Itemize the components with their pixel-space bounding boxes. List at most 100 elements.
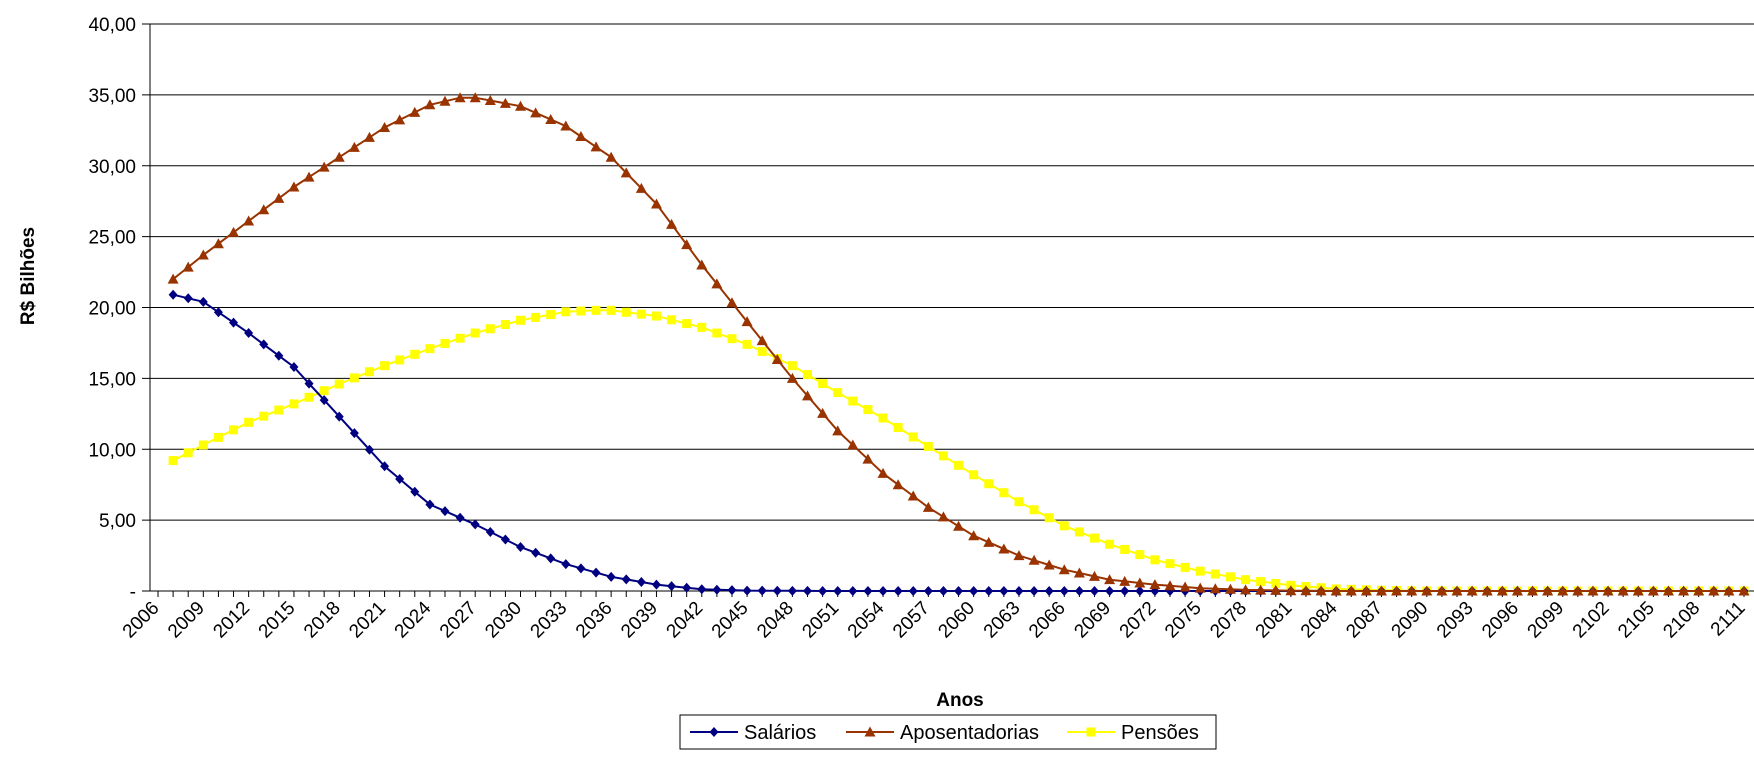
legend-label: Salários (744, 722, 816, 744)
data-point (576, 306, 586, 316)
data-point (620, 167, 632, 178)
data-point (1089, 586, 1099, 596)
data-point (410, 486, 420, 497)
y-axis-title: R$ Bilhões (18, 227, 39, 325)
data-point (650, 198, 662, 209)
data-point (999, 488, 1009, 498)
x-tick-label: 2078 (1206, 598, 1251, 643)
data-point (878, 586, 888, 596)
data-point (454, 92, 466, 103)
data-point (590, 141, 602, 152)
data-point (682, 582, 692, 593)
data-point (1013, 550, 1025, 561)
data-point (742, 339, 752, 349)
data-point (198, 296, 208, 307)
x-tick-label: 2048 (753, 598, 798, 643)
gridlines (150, 23, 1754, 521)
x-tick-label: 2075 (1161, 598, 1206, 643)
data-point (681, 239, 693, 250)
data-point (1738, 585, 1750, 596)
x-tick-label: 2039 (617, 598, 662, 643)
data-point (289, 399, 299, 409)
series-salários (168, 289, 1749, 596)
x-tick-label: 2063 (980, 598, 1025, 643)
y-tick-label: 25,00 (88, 228, 136, 249)
data-point (1150, 555, 1160, 565)
series-pensões (168, 305, 1749, 596)
data-point (833, 388, 843, 398)
x-tick-label: 2012 (209, 598, 254, 643)
data-point (394, 114, 406, 125)
series-line (172, 96, 1744, 592)
data-point (667, 315, 677, 325)
x-tick-label: 2081 (1252, 598, 1297, 643)
data-point (786, 372, 798, 383)
data-point (1029, 586, 1039, 596)
data-point (803, 370, 813, 380)
x-tick-label: 2087 (1342, 598, 1387, 643)
data-point (213, 432, 223, 442)
data-point (1225, 572, 1235, 582)
data-point (667, 581, 677, 592)
series-line (172, 309, 1744, 592)
x-tick-label: 2036 (572, 598, 617, 643)
x-axis: 2006 2009 2012 2015 2018 2021 2024 2027 2030 2033… (119, 590, 1754, 643)
data-point (651, 579, 661, 590)
data-point (516, 315, 526, 325)
data-point (379, 121, 391, 132)
data-point (832, 425, 844, 436)
x-tick-label: 2042 (663, 598, 708, 643)
data-point (636, 309, 646, 319)
data-point (1693, 585, 1705, 596)
data-point (954, 460, 964, 470)
data-point (1256, 577, 1266, 587)
data-point (893, 586, 903, 596)
data-point (666, 218, 678, 229)
data-point (771, 353, 783, 364)
y-tick-label: 40,00 (88, 15, 136, 36)
data-point (787, 585, 797, 596)
data-point (726, 297, 738, 308)
data-point (1270, 584, 1282, 595)
data-point (757, 585, 767, 596)
data-point (1120, 586, 1130, 596)
data-point (258, 204, 270, 215)
data-point (1028, 554, 1040, 565)
data-point (380, 361, 390, 371)
data-point (531, 312, 541, 322)
data-point (1029, 505, 1039, 515)
data-point (1451, 585, 1463, 596)
x-tick-label: 2033 (527, 598, 572, 643)
data-point (364, 367, 374, 377)
data-point (1104, 574, 1116, 585)
data-point (1179, 581, 1191, 592)
data-point (1436, 585, 1448, 596)
data-point (1135, 550, 1145, 560)
data-point (983, 536, 995, 547)
data-point (1271, 578, 1281, 588)
data-point (621, 574, 631, 585)
data-point (197, 249, 209, 260)
data-point (907, 490, 919, 501)
series-layer (167, 92, 1750, 596)
data-point (349, 428, 359, 439)
data-point (1014, 586, 1024, 596)
data-point (1617, 585, 1629, 596)
data-point (229, 425, 239, 435)
x-tick-label: 2015 (255, 598, 300, 643)
data-point (1421, 585, 1433, 596)
data-point (1527, 585, 1539, 596)
data-point (1210, 569, 1220, 579)
x-tick-label: 2018 (300, 598, 345, 643)
data-point (198, 440, 208, 450)
data-point (1089, 533, 1099, 543)
data-point (999, 586, 1009, 596)
data-point (410, 349, 420, 359)
data-point (409, 106, 421, 117)
y-tick-label: 15,00 (88, 369, 136, 390)
data-point (516, 542, 526, 553)
data-point (697, 584, 707, 595)
y-tick-label: 5,00 (99, 511, 136, 532)
data-point (259, 411, 269, 421)
data-point (1149, 579, 1161, 590)
